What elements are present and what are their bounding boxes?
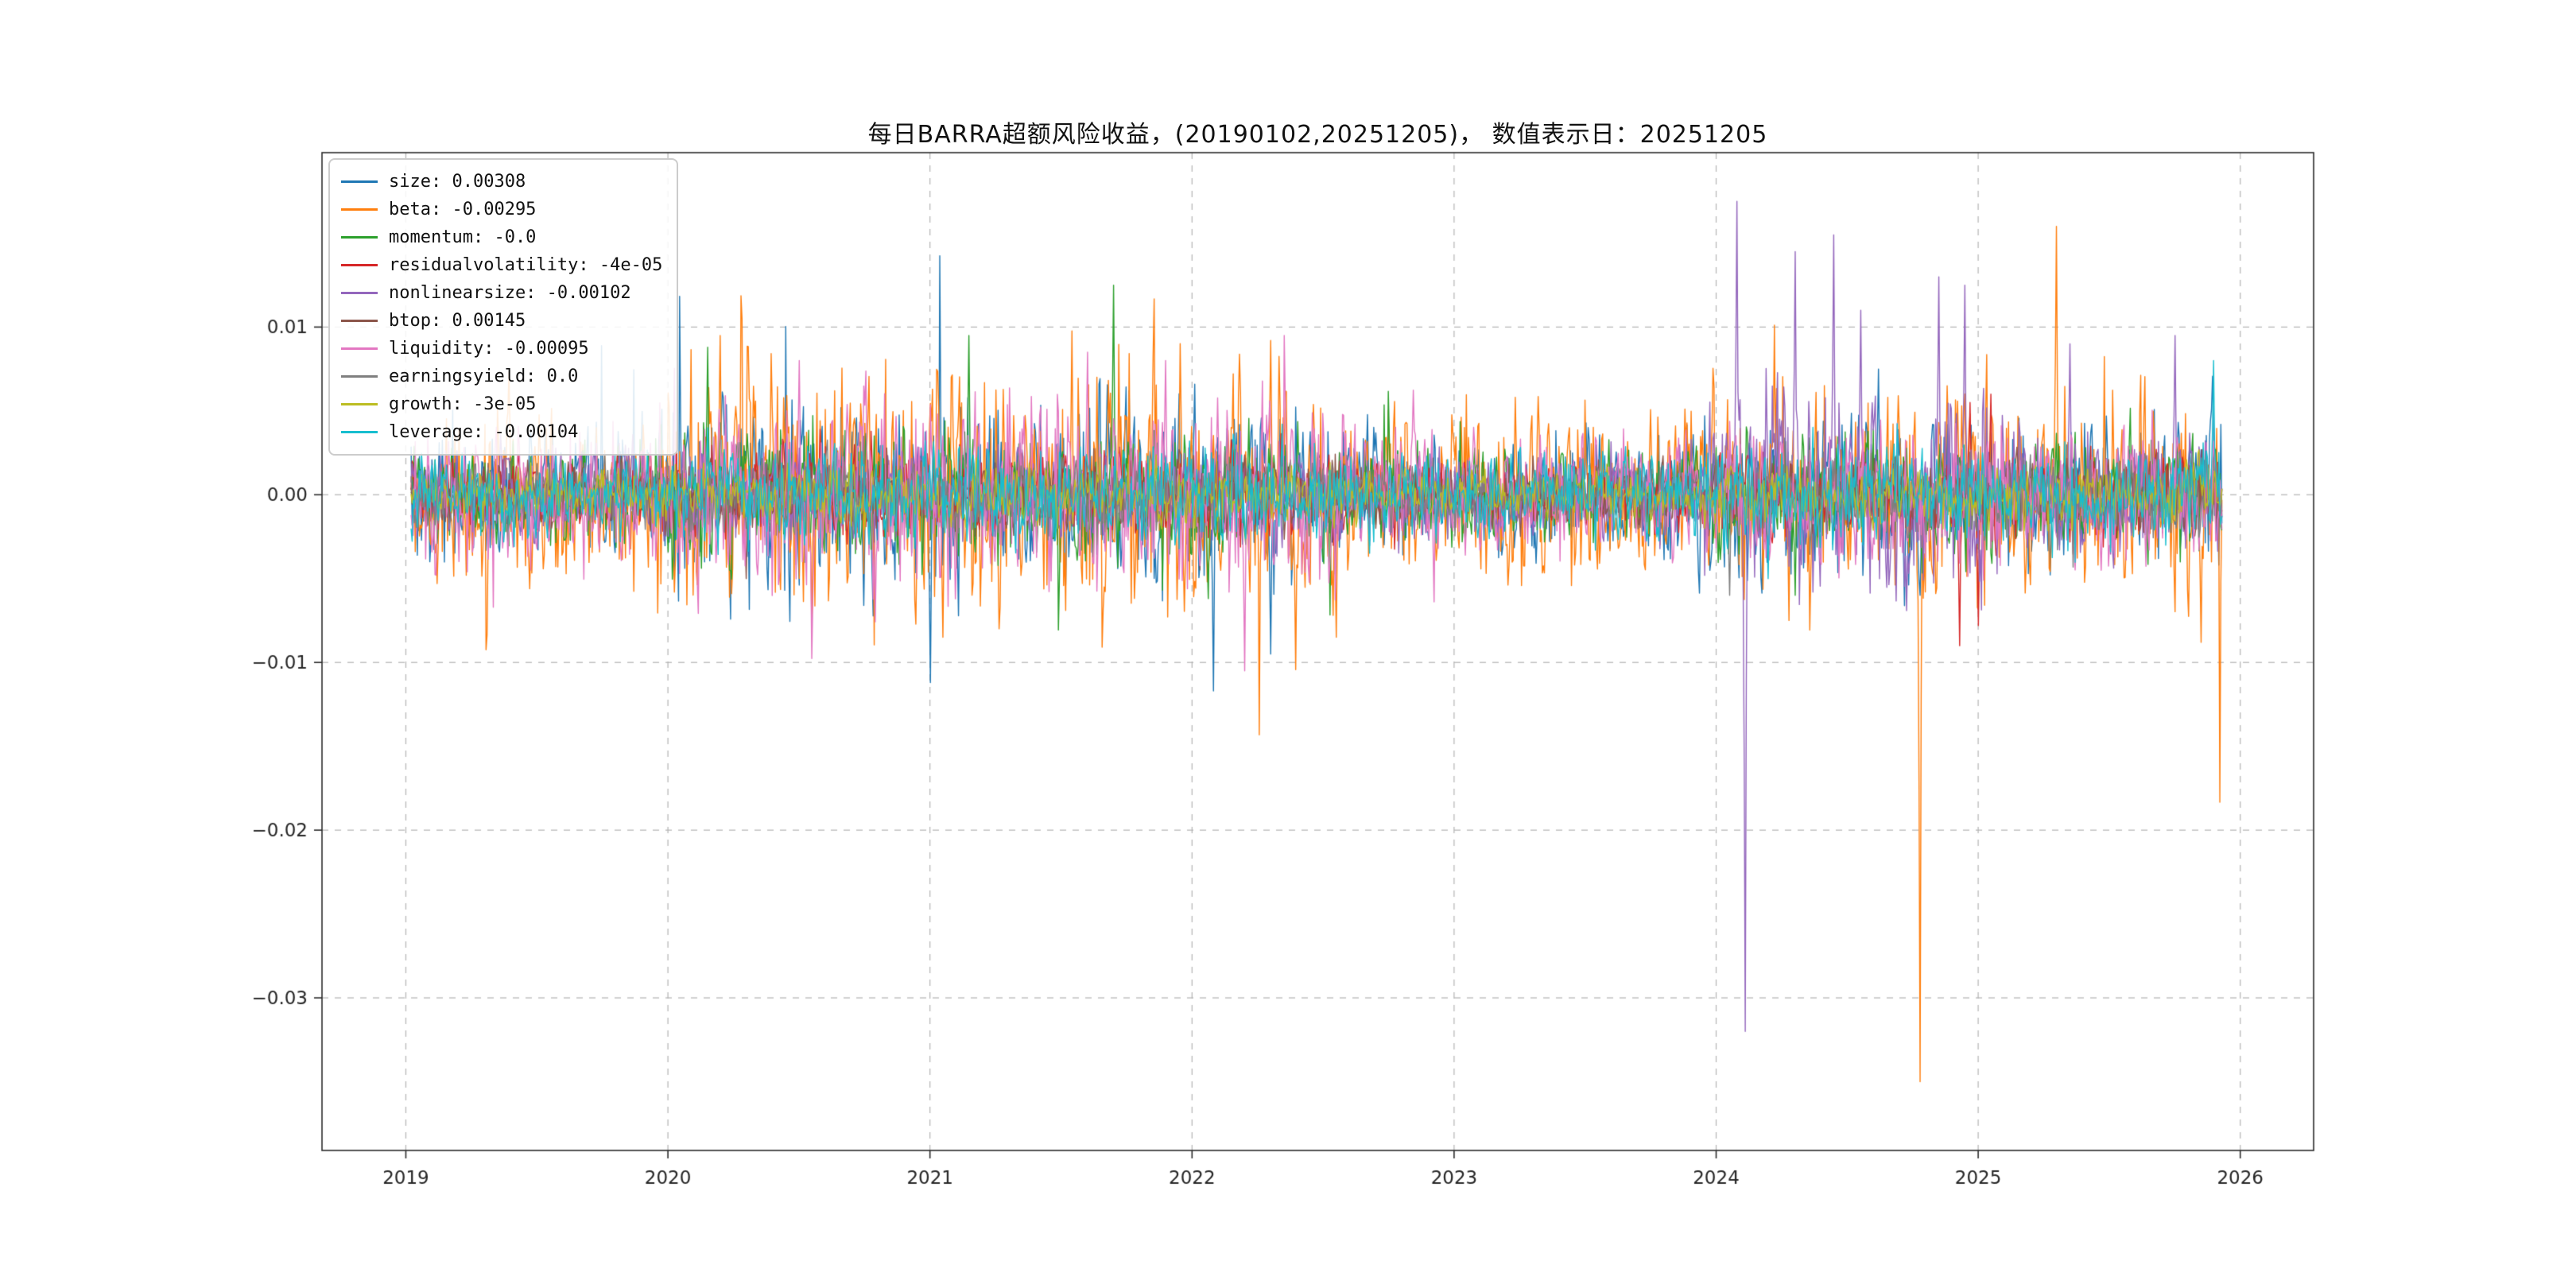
- legend-item-liquidity: liquidity: -0.00095: [341, 336, 662, 361]
- legend-item-momentum: momentum: -0.0: [341, 225, 662, 250]
- legend-line-swatch: [341, 320, 378, 322]
- legend-item-label: growth: -3e-05: [389, 394, 537, 414]
- legend-item-label: momentum: -0.0: [389, 227, 537, 247]
- legend-item-size: size: 0.00308: [341, 169, 662, 194]
- legend-line-swatch: [341, 292, 378, 294]
- legend-line-swatch: [341, 403, 378, 405]
- legend-item-nonlinearsize: nonlinearsize: -0.00102: [341, 281, 662, 305]
- legend-line-swatch: [341, 264, 378, 266]
- legend-line-swatch: [341, 375, 378, 378]
- legend-item-leverage: leverage: -0.00104: [341, 420, 662, 444]
- legend-item-beta: beta: -0.00295: [341, 197, 662, 222]
- legend-item-label: earningsyield: 0.0: [389, 367, 579, 386]
- legend-item-label: liquidity: -0.00095: [389, 339, 589, 359]
- legend-item-earningsyield: earningsyield: 0.0: [341, 364, 662, 389]
- legend-line-swatch: [341, 180, 378, 183]
- legend-item-label: btop: 0.00145: [389, 311, 526, 331]
- legend-item-label: residualvolatility: -4e-05: [389, 255, 663, 275]
- legend-line-swatch: [341, 236, 378, 239]
- legend-line-swatch: [341, 431, 378, 433]
- legend-item-residualvolatility: residualvolatility: -4e-05: [341, 253, 662, 277]
- legend-item-label: beta: -0.00295: [389, 200, 537, 219]
- legend-item-label: size: 0.00308: [389, 172, 526, 192]
- legend-item-label: leverage: -0.00104: [389, 422, 579, 442]
- legend-line-swatch: [341, 347, 378, 350]
- legend-line-swatch: [341, 208, 378, 211]
- legend-item-label: nonlinearsize: -0.00102: [389, 283, 631, 303]
- legend-item-btop: btop: 0.00145: [341, 308, 662, 333]
- chart-title: 每日BARRA超额风险收益，(20190102,20251205)， 数值表示日…: [867, 121, 1768, 149]
- legend-item-growth: growth: -3e-05: [341, 392, 662, 417]
- legend: size: 0.00308 beta: -0.00295 momentum: -0.…: [328, 158, 679, 456]
